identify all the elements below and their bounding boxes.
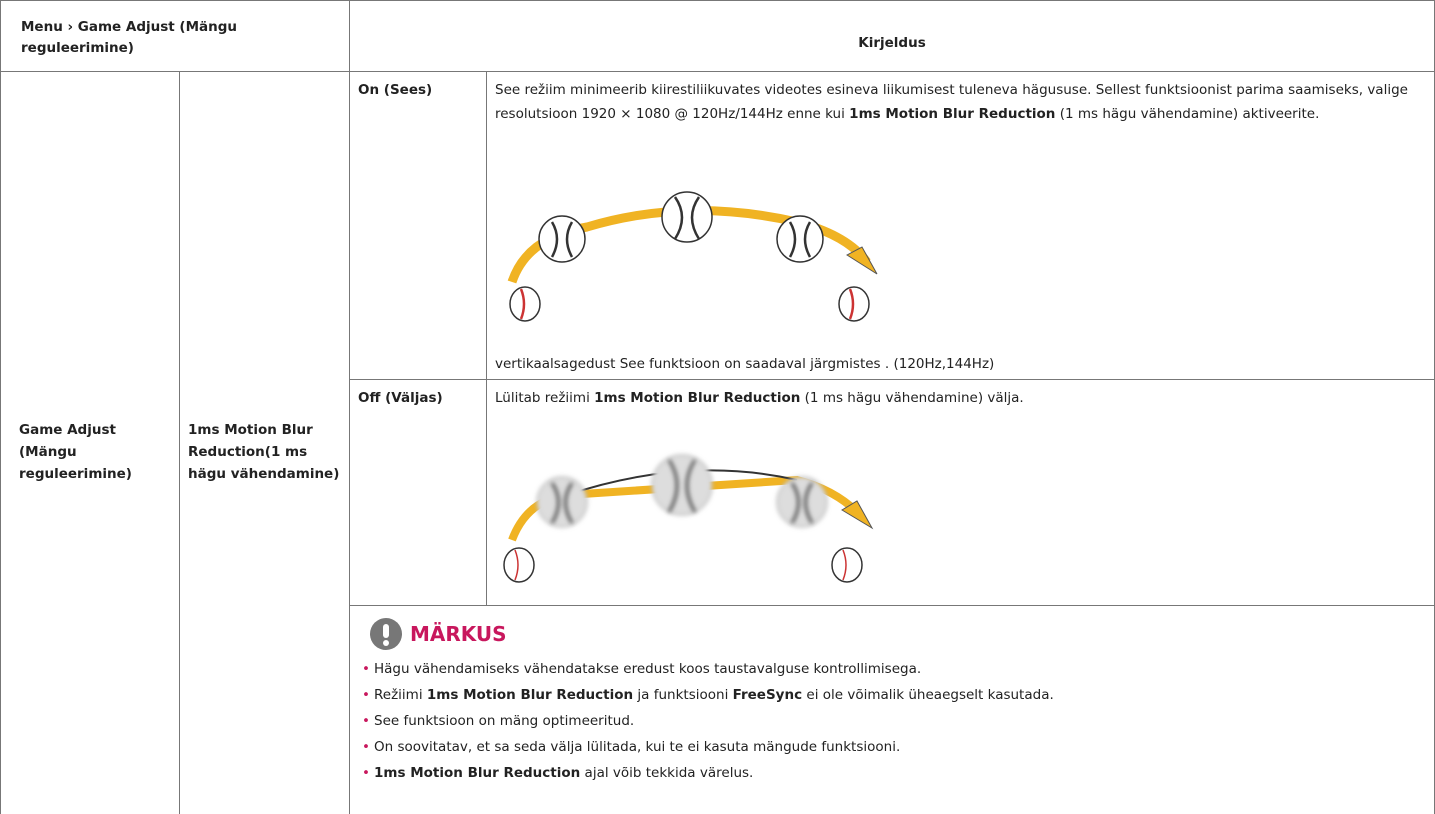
bold-run: 1ms Motion Blur Reduction: [374, 765, 581, 781]
note-title: MÄRKUS: [410, 622, 507, 646]
note-items: Hägu vähendamiseks vähendatakse eredust …: [362, 656, 1422, 786]
header-description: Kirjeldus: [350, 0, 1435, 72]
note-item: Režiimi 1ms Motion Blur Reduction ja fun…: [362, 682, 1422, 708]
text-run: (1 ms hägu vähendamine) välja.: [800, 390, 1024, 406]
note-item: See funktsioon on mäng optimeeritud.: [362, 708, 1422, 734]
note-item: Hägu vähendamiseks vähendatakse eredust …: [362, 656, 1422, 682]
option-label: On (Sees): [350, 72, 487, 380]
note: MÄRKUS Hägu vähendamiseks vähendatakse e…: [350, 606, 1435, 814]
text-run: Režiimi: [374, 687, 427, 703]
option-desc: See režiim minimeerib kiirestiliikuvates…: [487, 72, 1435, 380]
note-item: 1ms Motion Blur Reduction ajal võib tekk…: [362, 760, 1422, 786]
text-run: On soovitatav, et sa seda välja lülitada…: [374, 739, 901, 755]
note-icon: [370, 618, 402, 650]
text-run: (1 ms hägu vähendamine) aktiveerite.: [1055, 106, 1320, 122]
feature-text: 1ms Motion Blur Reduction(1 ms hägu vähe…: [188, 421, 340, 482]
diagram-on: [507, 191, 878, 322]
header-title: Menu › Game Adjust (Mängu reguleerimine): [0, 0, 350, 72]
section-text: Game Adjust (Mängu reguleerimine): [19, 421, 132, 482]
text-run: See funktsioon on mäng optimeeritud.: [374, 713, 635, 729]
section: Game Adjust (Mängu reguleerimine): [0, 72, 180, 814]
text-run: Lülitab režiimi: [495, 390, 595, 406]
option-label: Off (Väljas): [350, 380, 487, 606]
bold-run: FreeSync: [732, 687, 803, 703]
diagram-off: [503, 454, 874, 583]
option-text: Lülitab režiimi 1ms Motion Blur Reductio…: [495, 386, 1426, 410]
bold-run: 1ms Motion Blur Reduction: [426, 687, 634, 703]
text-run: See režiim minimeerib kiirestiliikuvates…: [495, 82, 1408, 122]
feature: 1ms Motion Blur Reduction(1 ms hägu vähe…: [180, 72, 350, 814]
bold-run: 1ms Motion Blur Reduction: [849, 106, 1056, 122]
text-run: ja funktsiooni: [633, 687, 733, 703]
text-run: ajal võib tekkida värelus.: [580, 765, 754, 781]
bold-run: 1ms Motion Blur Reduction: [594, 390, 801, 406]
text-run: Hägu vähendamiseks vähendatakse eredust …: [374, 661, 922, 677]
text-run: ei ole võimalik üheaegselt kasutada.: [802, 687, 1054, 703]
note-item: On soovitatav, et sa seda välja lülitada…: [362, 734, 1422, 760]
option-desc: Lülitab režiimi 1ms Motion Blur Reductio…: [487, 380, 1435, 606]
option-footer: vertikaalsagedust See funktsioon on saad…: [495, 356, 995, 372]
option-text: See režiim minimeerib kiirestiliikuvates…: [495, 78, 1426, 126]
